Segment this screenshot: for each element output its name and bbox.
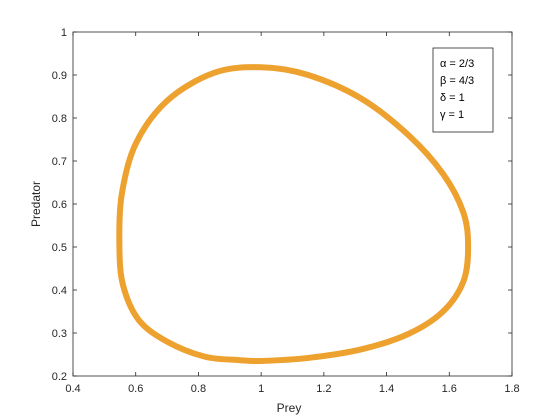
y-tick-label: 0.4 (52, 285, 67, 297)
legend-box: α = 2/3 β = 4/3 δ = 1 γ = 1 (432, 47, 494, 133)
x-axis-label: Prey (277, 401, 302, 415)
y-tick-label: 1 (61, 27, 67, 39)
x-tick-label: 0.8 (191, 383, 206, 395)
legend-gamma: γ = 1 (440, 109, 464, 121)
y-tick-label: 0.7 (52, 156, 67, 168)
series-layer (116, 64, 472, 365)
legend-alpha: α = 2/3 (440, 58, 474, 70)
y-tick-label: 0.2 (52, 371, 67, 383)
legend-delta: δ = 1 (440, 92, 465, 104)
x-tick-label: 1.8 (504, 383, 519, 395)
y-tick-label: 0.8 (52, 113, 67, 125)
legend-frame (432, 47, 494, 133)
orbit-series-line (116, 64, 472, 365)
legend-beta: β = 4/3 (440, 75, 474, 87)
x-tick-label: 1.4 (379, 383, 394, 395)
x-tick-label: 1 (258, 383, 264, 395)
x-tick-label: 1.6 (442, 383, 457, 395)
y-tick-label: 0.9 (52, 70, 67, 82)
x-tick-label: 0.4 (65, 383, 80, 395)
y-tick-label: 0.3 (52, 328, 67, 340)
x-tick-label: 1.2 (316, 383, 331, 395)
y-tick-label: 0.5 (52, 242, 67, 254)
y-axis-label: Predator (29, 181, 43, 227)
y-tick-label: 0.6 (52, 199, 67, 211)
x-axis: 0.4 0.6 0.8 1 1.2 1.4 1.6 1.8 (65, 32, 520, 395)
x-tick-label: 0.6 (128, 383, 143, 395)
y-axis: 0.2 0.3 0.4 0.5 0.6 0.7 0.8 0.9 1 (52, 27, 512, 383)
